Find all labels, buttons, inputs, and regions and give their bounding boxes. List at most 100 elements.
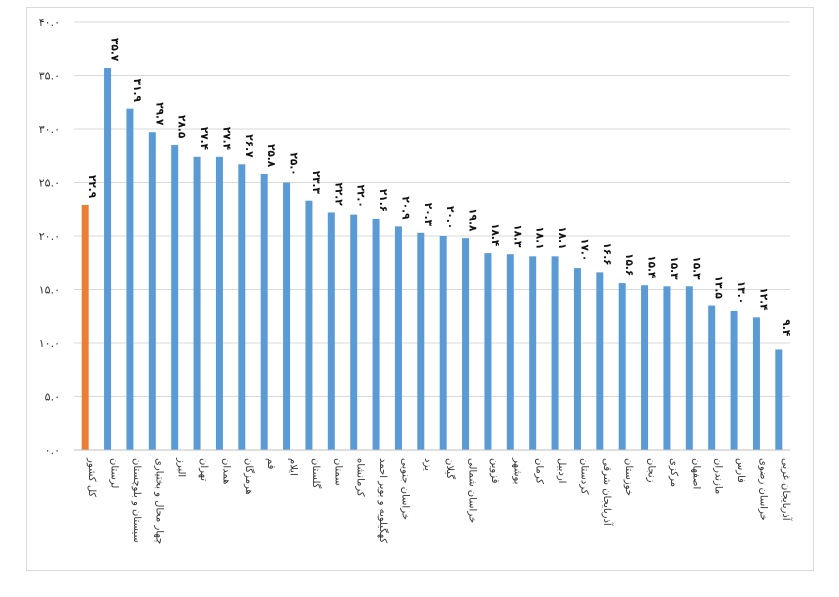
data-label: ۲۷.۴ [220,127,232,151]
bar [596,272,604,450]
data-label: ۲۹.۷ [153,102,165,126]
data-label: ۲۰.۳ [422,203,434,227]
bar [260,173,268,450]
category-label: مازندران [713,458,724,494]
data-label: ۲۳.۳ [310,171,322,195]
category-label: هرمزگان [243,458,255,495]
category-label: خراسان رضوی [757,458,768,521]
bar [506,254,514,450]
bar [573,268,581,450]
bar [148,132,156,450]
category-label: خراسان شمالی [467,458,478,523]
category-label: خراسان جنوبی [399,458,410,520]
gridlines [74,21,790,397]
y-tick-label: ۰.۰ [45,444,60,457]
data-label: ۱۵.۴ [646,255,658,279]
data-label: ۲۲.۲ [332,182,344,206]
category-label: کل کشور [86,457,97,497]
data-label: ۲۷.۴ [198,127,210,151]
data-label: ۱۸.۳ [511,224,523,248]
bar [529,256,537,450]
bar [372,218,380,450]
y-tick-label: ۴۰.۰ [39,16,60,29]
category-label: چهار محال و بختیاری [153,458,164,544]
data-label: ۱۵.۳ [690,256,702,280]
category-label: قزوین [489,458,500,484]
y-tick-label: ۳۵.۰ [39,70,60,83]
bar [752,317,760,450]
category-label: کهگیلویه و بویر احمد [377,458,389,543]
bar [618,283,626,450]
data-label: ۱۸.۱ [556,226,568,249]
data-label: ۲۵.۸ [265,144,277,168]
bar [171,145,179,451]
y-tick-label: ۱۵.۰ [39,284,60,297]
bar [641,285,649,450]
bar [551,256,559,450]
category-label: آذربایجان شرقی [601,458,614,527]
y-tick-label: ۲۰.۰ [39,230,60,243]
bar [126,108,134,451]
category-label: کرمان [534,458,545,484]
bar [394,226,402,450]
y-axis-ticks: ۰.۰ ۵.۰ ۱۰.۰ ۱۵.۰ ۲۰.۰ ۲۵.۰ ۳۰.۰ ۳۵.۰ ۴۰.۰ [39,16,60,457]
category-label: ایلام [288,458,299,476]
data-label: ۱۸.۱ [534,226,546,249]
category-label: کرمانشاه [355,458,366,497]
bar [283,182,291,450]
category-labels: کل کشور لرستان سیستان و بلوچستان چهار محال … [86,457,793,544]
bar [193,156,201,450]
category-label: مرکزی [668,458,679,487]
data-label: ۲۲.۹ [86,175,98,199]
category-label: همدان [220,458,231,484]
y-tick-label: ۱۰.۰ [39,337,60,350]
category-label: قم [265,458,276,470]
y-tick-label: ۵.۰ [45,391,60,404]
bar [439,236,447,450]
data-label: ۹.۴ [780,319,792,336]
data-label: ۲۰.۹ [399,196,411,220]
category-label: لرستان [109,458,120,488]
category-label: بوشهر [511,457,522,484]
bar [305,200,313,450]
bar [685,286,693,450]
bar [663,286,671,450]
data-label: ۲۲.۰ [355,185,367,208]
category-label: تهران [198,458,209,481]
category-label: آذربایجان غربی [780,458,793,522]
data-label: ۲۵.۰ [288,153,300,176]
y-tick-label: ۲۵.۰ [39,177,60,190]
data-label: ۳۱.۹ [131,79,143,103]
category-label: گیلان [444,458,456,479]
category-label: خوزستان [623,458,634,496]
category-label: یزد [422,458,433,471]
bar [484,253,492,450]
bar [730,310,738,450]
bar [215,156,223,450]
data-label: ۲۸.۵ [176,115,188,139]
bar [417,232,425,450]
category-label: اصفهان [690,458,701,489]
category-label: فارس [735,458,746,483]
category-label: اردبیل [556,458,567,483]
y-tick-label: ۳۰.۰ [39,123,60,136]
data-labels: ۲۲.۹ ۳۵.۷ ۳۱.۹ ۲۹.۷ ۲۸.۵ ۲۷.۴ ۲۷.۴ ۲۶.۷ ۲۵.۸ ۲۵.۰… [86,38,792,337]
bar [327,212,335,450]
data-label: ۱۷.۰ [578,238,590,261]
category-label: البرز [176,457,187,477]
data-label: ۱۵.۳ [668,256,680,280]
category-label: سمنان [332,458,343,486]
bar [462,238,470,450]
bar [104,68,112,450]
data-label: ۲۱.۶ [377,189,389,212]
data-label: ۲۶.۷ [243,134,255,158]
data-label: ۳۵.۷ [109,38,121,62]
data-label: ۱۸.۴ [489,223,501,247]
category-label: سیستان و بلوچستان [131,458,142,543]
category-label: زنجان [646,458,657,483]
bar [238,164,246,450]
data-label: ۱۵.۶ [623,253,635,276]
data-label: ۱۳.۵ [713,276,725,300]
data-label: ۱۲.۴ [757,287,769,311]
